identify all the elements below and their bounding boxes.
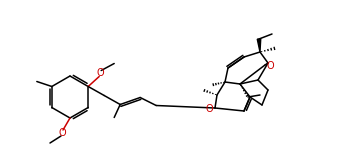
- Text: O: O: [205, 104, 213, 114]
- Text: O: O: [58, 128, 66, 138]
- Text: O: O: [266, 61, 274, 71]
- Text: O: O: [96, 69, 104, 78]
- Polygon shape: [257, 39, 261, 52]
